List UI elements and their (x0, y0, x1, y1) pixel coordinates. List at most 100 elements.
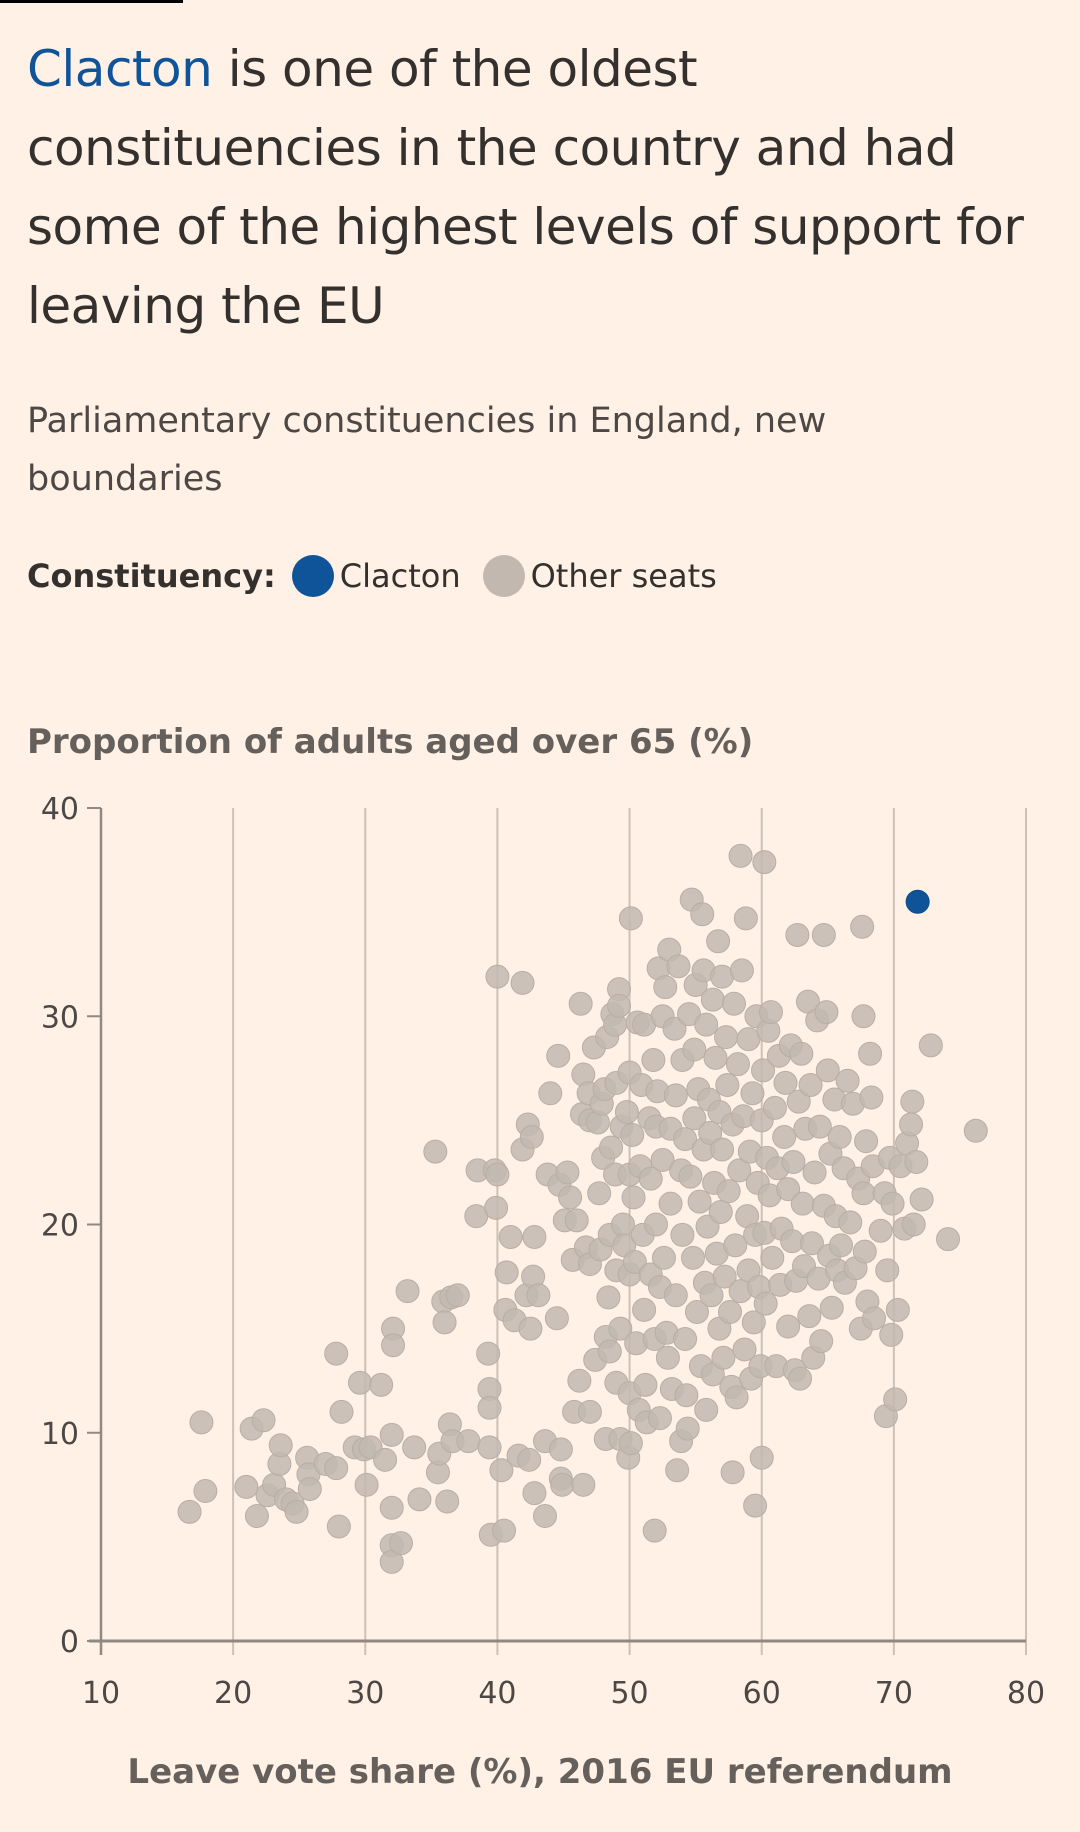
data-point (710, 1137, 735, 1162)
data-point (718, 1299, 742, 1324)
legend-item-clacton: Clacton (291, 555, 461, 597)
data-point (900, 1089, 925, 1114)
data-point (797, 1304, 822, 1329)
data-point (838, 1210, 863, 1235)
data-point (799, 1231, 824, 1256)
data-point (555, 1160, 580, 1185)
data-point (189, 1410, 214, 1435)
data-point (670, 1222, 695, 1247)
data-points (177, 843, 988, 1574)
data-point (781, 1150, 806, 1175)
y-tick-label: 30 (41, 1000, 79, 1035)
data-point (714, 1025, 739, 1050)
data-point (477, 1435, 502, 1460)
data-point (348, 1370, 372, 1395)
data-point (899, 1112, 924, 1137)
data-point (909, 1187, 934, 1212)
data-point (522, 1224, 547, 1249)
data-point (901, 1212, 926, 1237)
data-point (673, 1327, 698, 1352)
data-point (815, 1058, 840, 1083)
data-point (544, 1306, 569, 1331)
data-point (610, 1212, 635, 1237)
data-point (665, 1458, 690, 1483)
data-point (715, 1072, 740, 1097)
data-point (851, 1004, 876, 1029)
data-point (678, 1164, 703, 1189)
data-point (721, 991, 746, 1016)
data-point (712, 1264, 737, 1289)
legend-label: Constituency: (27, 557, 276, 595)
data-point (703, 1045, 728, 1070)
data-point (809, 1329, 834, 1354)
data-point (698, 1120, 723, 1145)
data-point (597, 1339, 622, 1364)
data-point (776, 1177, 801, 1202)
data-point (476, 1341, 501, 1366)
y-tick-label: 20 (41, 1209, 79, 1244)
data-point (786, 1089, 811, 1114)
y-tick-label: 10 (41, 1417, 79, 1452)
data-point (251, 1408, 276, 1433)
data-point (620, 1122, 645, 1147)
data-point (608, 1316, 633, 1341)
data-point (749, 1445, 774, 1470)
data-point (733, 906, 758, 931)
data-point (571, 1472, 596, 1497)
data-point (177, 1499, 202, 1524)
data-point (485, 1162, 510, 1187)
data-point (485, 964, 510, 989)
data-point (614, 1100, 639, 1125)
data-point (638, 1166, 663, 1191)
data-point (802, 1160, 827, 1185)
x-tick-label: 10 (82, 1676, 120, 1711)
data-point (633, 1372, 658, 1397)
data-point (369, 1372, 394, 1397)
data-point (762, 1095, 787, 1120)
data-point (699, 1283, 724, 1308)
data-point (674, 1383, 699, 1408)
title-rest: is one of the oldest constituencies in t… (27, 40, 1024, 335)
data-point (690, 902, 715, 927)
data-point (297, 1476, 322, 1501)
legend-swatch-clacton (291, 555, 334, 597)
data-point (518, 1316, 543, 1341)
data-point (682, 1037, 707, 1062)
data-point (789, 1041, 814, 1066)
data-point (329, 1399, 354, 1424)
data-point (728, 843, 753, 868)
data-point (732, 1337, 757, 1362)
data-point (807, 1114, 832, 1139)
axes (87, 807, 1026, 1655)
x-tick-label: 80 (1007, 1676, 1045, 1711)
data-point (752, 850, 777, 875)
data-point (758, 1000, 783, 1025)
data-point (587, 1181, 612, 1206)
data-point (776, 1314, 801, 1339)
y-axis-label: Proportion of adults aged over 65 (%) (27, 722, 754, 762)
data-point (936, 1227, 961, 1252)
data-point (550, 1472, 575, 1497)
legend-text-other: Other seats (530, 557, 717, 595)
data-point (519, 1125, 544, 1150)
data-point (743, 1493, 768, 1518)
data-point (741, 1310, 766, 1335)
data-point (641, 1047, 666, 1072)
y-tick-label: 40 (41, 792, 79, 827)
data-point (494, 1260, 519, 1285)
data-point (753, 1291, 778, 1316)
data-point (489, 1458, 514, 1483)
data-point (740, 1081, 765, 1106)
data-point (234, 1474, 259, 1499)
data-point (725, 1052, 750, 1077)
data-point (663, 1283, 688, 1308)
data-point (651, 1245, 676, 1270)
data-point (682, 1106, 707, 1131)
data-point (402, 1435, 427, 1460)
data-point (885, 1297, 910, 1322)
data-point (522, 1481, 547, 1506)
data-point (618, 906, 643, 931)
top-rule (0, 0, 183, 3)
data-point (599, 1135, 624, 1160)
data-point (326, 1514, 351, 1539)
